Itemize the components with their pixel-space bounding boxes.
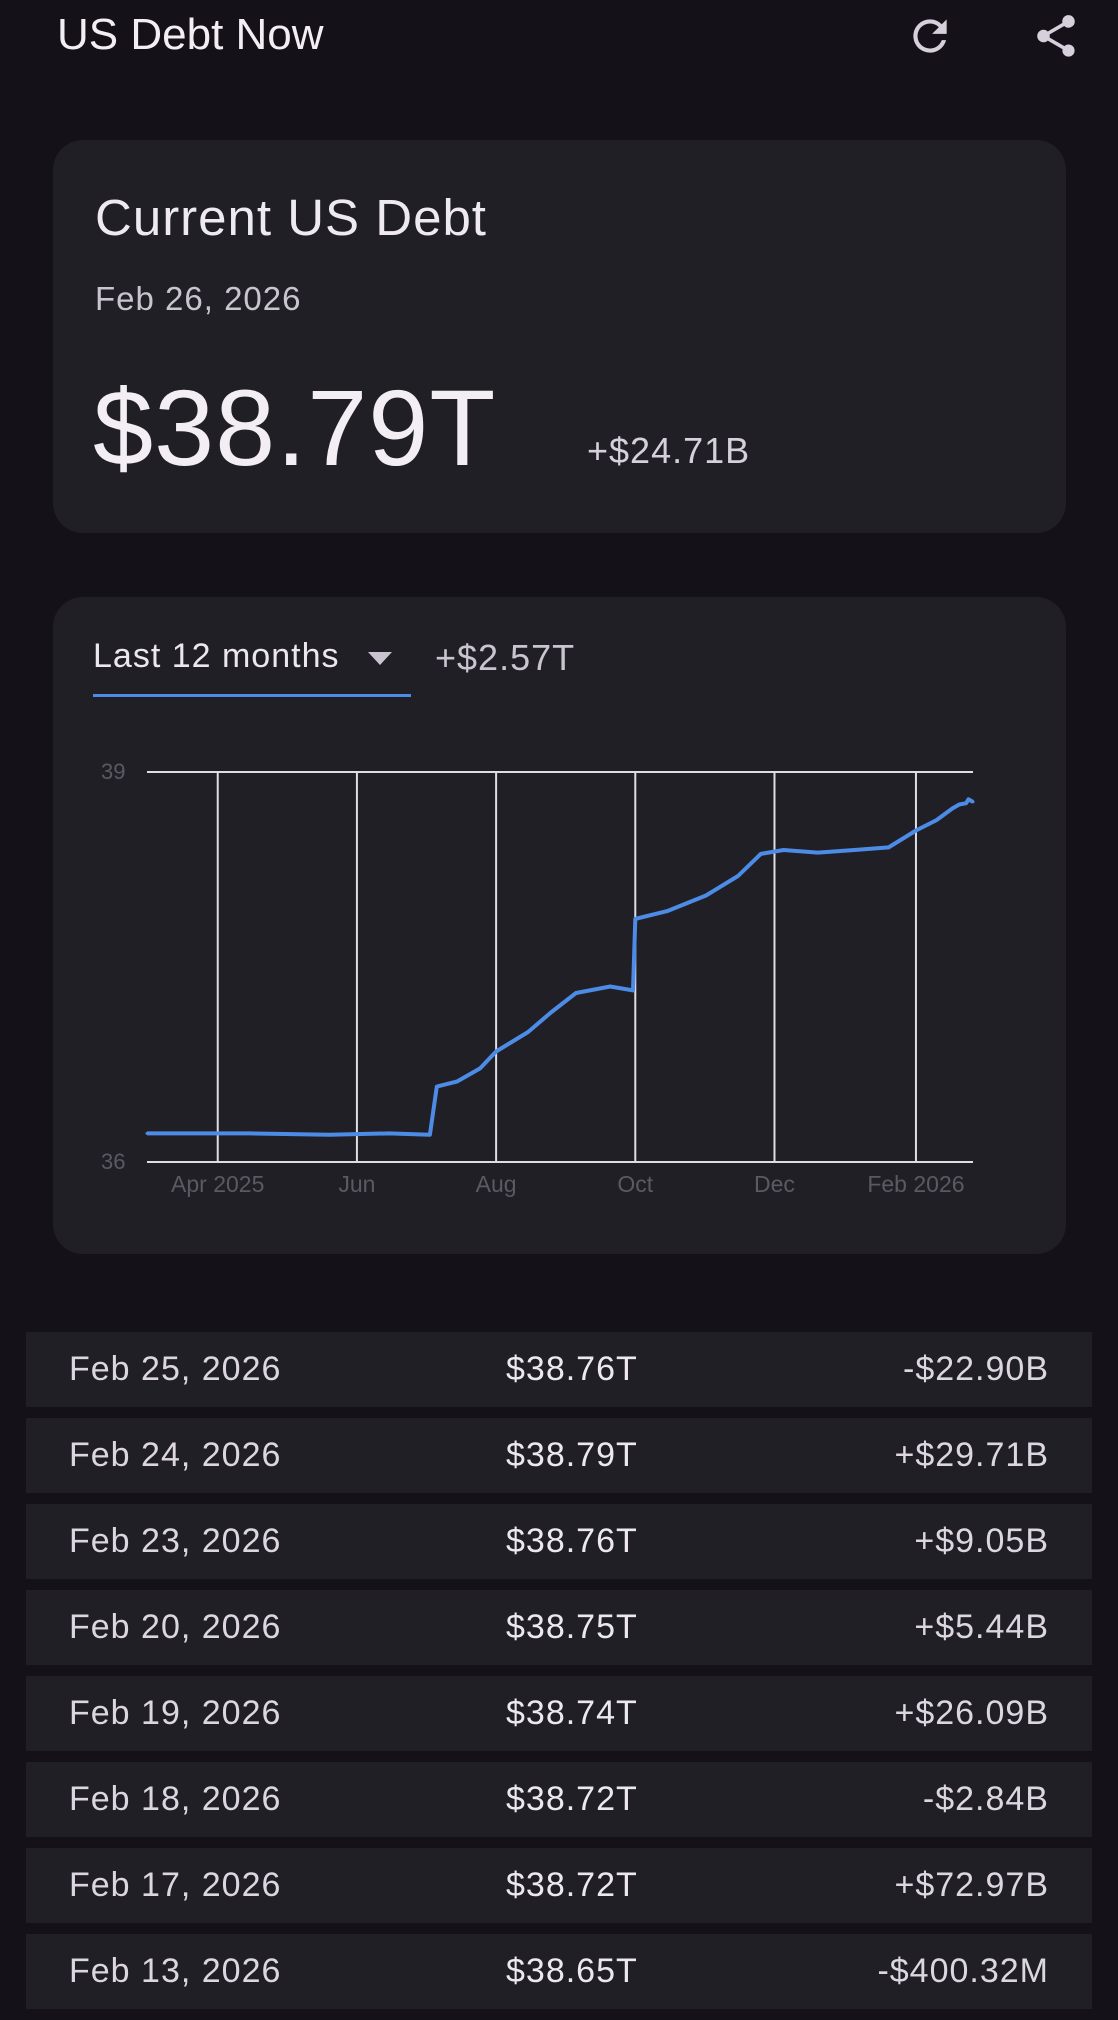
debt-data-point bbox=[478, 1066, 482, 1070]
share-button[interactable] bbox=[1026, 6, 1086, 66]
range-dropdown-label: Last 12 months bbox=[93, 637, 340, 675]
history-change: +$72.97B bbox=[894, 1866, 1049, 1904]
current-debt-change: +$24.71B bbox=[587, 430, 751, 471]
debt-data-point bbox=[248, 1131, 252, 1135]
debt-data-point bbox=[631, 988, 635, 992]
x-tick-label: Jun bbox=[338, 1171, 375, 1197]
history-change: -$22.90B bbox=[903, 1350, 1049, 1388]
history-date: Feb 24, 2026 bbox=[69, 1436, 282, 1474]
debt-data-point bbox=[494, 1050, 498, 1053]
history-row[interactable]: Feb 13, 2026 $38.65T -$400.32M bbox=[26, 1934, 1092, 2009]
history-value: $38.79T bbox=[506, 1436, 638, 1474]
range-dropdown[interactable]: Last 12 months bbox=[93, 632, 411, 697]
history-value: $38.74T bbox=[506, 1694, 638, 1732]
current-debt-date: Feb 26, 2026 bbox=[95, 280, 302, 317]
x-tick-label: Aug bbox=[476, 1171, 517, 1197]
debt-data-point bbox=[704, 894, 708, 897]
debt-data-point bbox=[608, 985, 612, 988]
history-change: +$29.71B bbox=[894, 1436, 1049, 1474]
history-date: Feb 19, 2026 bbox=[69, 1694, 282, 1732]
debt-data-point bbox=[549, 1011, 553, 1014]
history-date: Feb 17, 2026 bbox=[69, 1866, 282, 1904]
debt-data-point bbox=[782, 848, 786, 852]
debt-data-point bbox=[736, 874, 740, 878]
history-chart-card: Last 12 months +$2.57T 39 36 Apr 2025 Jun Au… bbox=[53, 597, 1066, 1254]
history-row[interactable]: Feb 23, 2026 $38.76T +$9.05B bbox=[26, 1504, 1092, 1579]
y-tick-label: 36 bbox=[101, 1149, 125, 1174]
debt-data-point bbox=[759, 852, 763, 856]
debt-data-point bbox=[574, 991, 578, 995]
debt-data-point bbox=[971, 800, 975, 804]
debt-data-point bbox=[145, 1131, 149, 1135]
debt-data-point bbox=[328, 1133, 331, 1137]
history-row[interactable]: Feb 25, 2026 $38.76T -$22.90B bbox=[26, 1332, 1092, 1407]
history-row[interactable]: Feb 19, 2026 $38.74T +$26.09B bbox=[26, 1676, 1092, 1751]
history-date: Feb 20, 2026 bbox=[69, 1608, 282, 1646]
debt-data-point bbox=[428, 1133, 432, 1137]
debt-data-point bbox=[665, 909, 669, 913]
dropdown-arrow-icon bbox=[368, 652, 392, 665]
current-debt-title: Current US Debt bbox=[95, 189, 487, 246]
history-date: Feb 18, 2026 bbox=[69, 1780, 282, 1818]
debt-data-point bbox=[852, 848, 856, 852]
history-value: $38.72T bbox=[506, 1780, 638, 1818]
debt-data-point bbox=[935, 818, 938, 822]
history-value: $38.75T bbox=[506, 1608, 638, 1646]
range-change: +$2.57T bbox=[435, 637, 576, 678]
history-date: Feb 23, 2026 bbox=[69, 1522, 282, 1560]
debt-data-point bbox=[887, 845, 891, 849]
debt-data-point bbox=[964, 801, 968, 805]
debt-line-chart: 39 36 Apr 2025 Jun Aug Oct Dec Feb 2026 bbox=[101, 759, 975, 1197]
debt-data-point bbox=[816, 851, 820, 855]
y-tick-label: 39 bbox=[101, 759, 125, 784]
x-tick-label: Apr 2025 bbox=[171, 1171, 264, 1197]
history-change: +$9.05B bbox=[914, 1522, 1049, 1560]
history-change: +$26.09B bbox=[894, 1694, 1049, 1732]
debt-data-point bbox=[914, 829, 918, 832]
x-tick-label: Feb 2026 bbox=[867, 1171, 964, 1197]
x-tick-label: Oct bbox=[617, 1171, 653, 1197]
refresh-button[interactable] bbox=[900, 6, 960, 66]
current-debt-card: Current US Debt Feb 26, 2026 $38.79T +$2… bbox=[53, 140, 1066, 533]
refresh-icon bbox=[913, 19, 947, 53]
history-value: $38.72T bbox=[506, 1866, 638, 1904]
history-change: -$2.84B bbox=[922, 1780, 1049, 1818]
history-value: $38.76T bbox=[506, 1522, 638, 1560]
history-row[interactable]: Feb 20, 2026 $38.75T +$5.44B bbox=[26, 1590, 1092, 1665]
debt-data-point bbox=[966, 797, 970, 801]
debt-data-point bbox=[387, 1131, 391, 1135]
debt-data-point bbox=[951, 806, 954, 810]
x-tick-label: Dec bbox=[754, 1171, 795, 1197]
debt-data-point bbox=[435, 1085, 439, 1089]
history-date: Feb 25, 2026 bbox=[69, 1350, 282, 1388]
history-row[interactable]: Feb 17, 2026 $38.72T +$72.97B bbox=[26, 1848, 1092, 1923]
debt-series-line bbox=[147, 797, 974, 1137]
history-list: Feb 25, 2026 $38.76T -$22.90B Feb 24, 2026 $… bbox=[26, 1332, 1092, 2020]
debt-data-point bbox=[633, 917, 637, 921]
app-title: US Debt Now bbox=[57, 10, 324, 59]
current-debt-value: $38.79T bbox=[93, 367, 497, 488]
history-change: -$400.32M bbox=[877, 1952, 1049, 1990]
app-bar: US Debt Now bbox=[0, 0, 1118, 80]
debt-data-point bbox=[957, 803, 961, 806]
history-change: +$5.44B bbox=[914, 1608, 1049, 1646]
debt-data-point bbox=[455, 1079, 459, 1083]
history-value: $38.65T bbox=[506, 1952, 638, 1990]
history-row[interactable]: Feb 18, 2026 $38.72T -$2.84B bbox=[26, 1762, 1092, 1837]
share-icon bbox=[1037, 15, 1075, 57]
history-date: Feb 13, 2026 bbox=[69, 1952, 282, 1990]
history-value: $38.76T bbox=[506, 1350, 638, 1388]
debt-data-point bbox=[526, 1030, 530, 1034]
history-row[interactable]: Feb 24, 2026 $38.79T +$29.71B bbox=[26, 1418, 1092, 1493]
